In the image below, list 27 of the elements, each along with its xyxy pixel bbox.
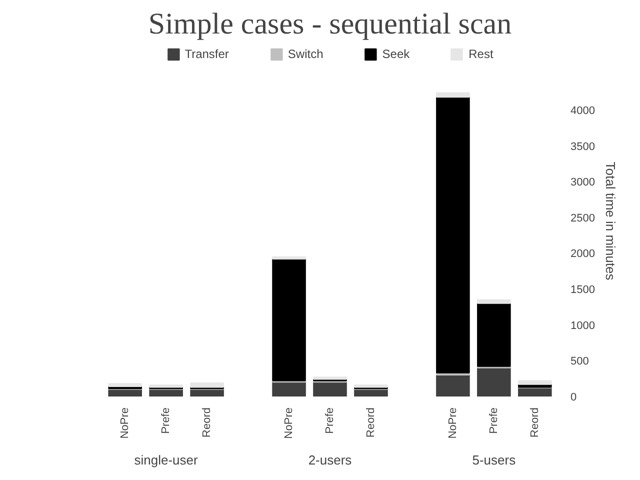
text: 5-users: [472, 452, 516, 468]
text: single-user: [134, 452, 199, 468]
y-tick-label: 2500: [570, 212, 595, 224]
y-tick-label: 3500: [570, 140, 595, 153]
y-tick-label: 500: [570, 356, 589, 368]
x-tick-label: Reord: [364, 407, 377, 438]
y-tick-label: 3000: [570, 176, 595, 189]
x-tick-label: NoPre: [446, 407, 459, 439]
x-tick-label: Prefe: [160, 407, 172, 434]
y-axis-title: Total time in minutes: [602, 162, 618, 281]
legend-label: Transfer: [184, 47, 229, 61]
y-tick-label: 2000: [570, 248, 595, 260]
legend-label: Seek: [382, 47, 410, 61]
y-tick-label: 1000: [570, 320, 595, 332]
y-tick-label: 1500: [570, 284, 595, 296]
x-tick-label: Reord: [528, 407, 541, 438]
x-tick-label: Prefe: [488, 407, 500, 434]
x-tick-label: Prefe: [324, 407, 336, 434]
chart-title: Simple cases - sequential scan: [148, 8, 512, 40]
legend-label: Rest: [468, 47, 494, 61]
x-tick-label: NoPre: [119, 407, 132, 439]
text: 2-users: [308, 452, 352, 468]
x-tick-label: NoPre: [283, 407, 296, 439]
x-tick-label: Reord: [201, 407, 214, 438]
y-tick-label: 0: [570, 392, 577, 404]
legend-label: Switch: [288, 47, 324, 61]
y-tick-label: 4000: [570, 104, 595, 117]
